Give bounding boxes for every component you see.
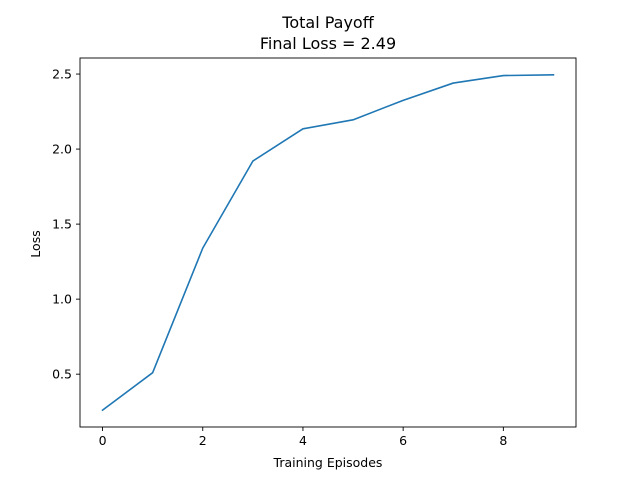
- x-tick-label: 0: [99, 433, 107, 448]
- y-axis-label: Loss: [28, 230, 43, 257]
- x-tick-label: 2: [199, 433, 207, 448]
- chart-title: Total Payoff: [281, 13, 374, 32]
- x-tick-label: 4: [299, 433, 307, 448]
- y-tick-label: 2.0: [52, 142, 72, 157]
- plot-frame: [79, 57, 577, 428]
- plot-area: 0 2 4 6 8 0.5 1.0 1.5 2.0 2.5: [52, 57, 577, 448]
- x-tick-label: 8: [499, 433, 507, 448]
- series-line-0: [101, 73, 555, 412]
- y-tick-label: 1.5: [52, 217, 72, 232]
- y-tick-label: 1.0: [52, 292, 72, 307]
- chart-subtitle: Final Loss = 2.49: [260, 34, 396, 53]
- y-tick-label: 0.5: [52, 367, 72, 382]
- y-tick-label: 2.5: [52, 67, 72, 82]
- x-axis-label: Training Episodes: [273, 455, 383, 470]
- x-tick-label: 6: [399, 433, 407, 448]
